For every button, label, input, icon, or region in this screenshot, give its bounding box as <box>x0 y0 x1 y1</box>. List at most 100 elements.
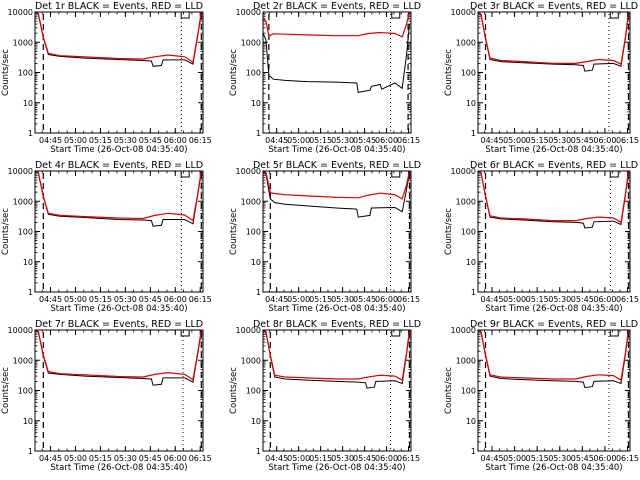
x-tick-label: 05:45 <box>353 454 376 463</box>
plot-frame <box>34 329 204 452</box>
y-tick-label: 100 <box>461 387 476 396</box>
plot-frame <box>477 11 631 134</box>
y-tick-label: 10000 <box>8 326 33 335</box>
y-tick-label: 1000 <box>13 38 33 47</box>
panel-det-3r: Det 3r BLACK = Events, RED = LLD 1 10 100 10… <box>444 1 639 155</box>
panel-det-4r: Det 4r BLACK = Events, RED = LLD 1 10 100 10… <box>1 160 212 314</box>
series-lld <box>262 170 411 200</box>
x-axis-label: Start Time (26-Oct-08 04:35:40) <box>485 463 622 473</box>
x-tick-label: 06:15 <box>189 136 212 145</box>
y-tick-label: 10000 <box>236 326 261 335</box>
y-tick-label: 10 <box>251 99 261 108</box>
y-tick-label: 1 <box>471 288 476 297</box>
y-axis-label: Counts/sec <box>1 49 11 96</box>
flag-box <box>391 329 401 337</box>
y-tick-label: 1000 <box>13 356 33 365</box>
x-tick-label: 05:45 <box>571 454 594 463</box>
y-axis-label: Counts/sec <box>444 208 454 255</box>
panel-title: Det 5r BLACK = Events, RED = LLD <box>253 160 421 171</box>
plot-frame <box>34 11 204 134</box>
x-tick-label: 05:30 <box>114 295 137 304</box>
y-axis-label: Counts/sec <box>229 367 239 414</box>
y-tick-label: 1 <box>256 129 261 138</box>
x-tick-label: 06:15 <box>397 136 420 145</box>
y-tick-label: 1 <box>28 447 33 456</box>
y-tick-label: 100 <box>246 387 261 396</box>
x-tick-label: 06:00 <box>164 136 187 145</box>
x-tick-label: 06:15 <box>397 454 420 463</box>
panel-det-5r: Det 5r BLACK = Events, RED = LLD 1 10 100 10… <box>229 160 421 314</box>
x-axis-label: Start Time (26-Oct-08 04:35:40) <box>485 145 622 155</box>
y-tick-label: 100 <box>246 228 261 237</box>
x-tick-label: 05:00 <box>64 295 87 304</box>
panel-title: Det 9r BLACK = Events, RED = LLD <box>470 319 638 330</box>
y-tick-label: 1000 <box>241 38 261 47</box>
flag-box <box>391 11 401 19</box>
x-tick-label: 05:30 <box>331 295 354 304</box>
plot-frame <box>34 170 204 293</box>
x-tick-label: 05:00 <box>287 454 310 463</box>
x-tick-label: 06:00 <box>164 454 187 463</box>
y-tick-label: 10000 <box>236 167 261 176</box>
x-tick-label: 06:15 <box>189 295 212 304</box>
x-tick-label: 05:45 <box>139 136 162 145</box>
series-events <box>262 170 410 218</box>
y-tick-label: 1 <box>256 288 261 297</box>
x-tick-label: 05:00 <box>287 295 310 304</box>
series-events <box>477 170 629 229</box>
y-tick-label: 10 <box>23 99 33 108</box>
x-tick-label: 06:00 <box>375 454 398 463</box>
x-tick-label: 05:30 <box>114 454 137 463</box>
x-tick-label: 06:00 <box>593 136 616 145</box>
x-tick-label: 06:00 <box>164 295 187 304</box>
x-tick-label: 04:45 <box>265 136 288 145</box>
series-lld <box>477 170 630 224</box>
flag-box <box>180 329 190 337</box>
y-tick-label: 10000 <box>451 8 476 17</box>
y-tick-label: 10 <box>466 99 476 108</box>
x-tick-label: 04:45 <box>481 295 504 304</box>
x-tick-label: 04:45 <box>39 295 62 304</box>
panel-title: Det 6r BLACK = Events, RED = LLD <box>470 160 638 171</box>
x-tick-label: 05:15 <box>526 295 549 304</box>
x-axis-label: Start Time (26-Oct-08 04:35:40) <box>268 304 405 314</box>
plot-frame <box>262 329 412 452</box>
panel-title: Det 3r BLACK = Events, RED = LLD <box>470 1 638 12</box>
series-lld <box>262 329 411 382</box>
x-axis-label: Start Time (26-Oct-08 04:35:40) <box>268 145 405 155</box>
x-tick-label: 06:00 <box>375 136 398 145</box>
plot-frame <box>477 329 631 452</box>
plot-frame <box>477 170 631 293</box>
panel-title: Det 7r BLACK = Events, RED = LLD <box>35 319 203 330</box>
x-tick-label: 05:30 <box>548 454 571 463</box>
plot-frame <box>262 170 412 293</box>
y-tick-label: 1 <box>28 129 33 138</box>
x-tick-label: 05:45 <box>353 136 376 145</box>
panel-title: Det 1r BLACK = Events, RED = LLD <box>35 1 203 12</box>
plot-frame <box>262 11 412 134</box>
flag-box <box>180 170 190 178</box>
series-lld <box>262 11 411 38</box>
x-tick-label: 06:00 <box>375 295 398 304</box>
panel-det-1r: Det 1r BLACK = Events, RED = LLD 1 10 100 10… <box>1 1 212 155</box>
x-tick-label: 06:15 <box>189 454 212 463</box>
panel-det-6r: Det 6r BLACK = Events, RED = LLD 1 10 100 10… <box>444 160 639 314</box>
series-events <box>262 23 410 93</box>
y-tick-label: 100 <box>18 387 33 396</box>
series-lld <box>477 329 630 382</box>
y-axis-label: Counts/sec <box>229 49 239 96</box>
x-tick-label: 05:30 <box>114 136 137 145</box>
x-tick-label: 05:45 <box>139 454 162 463</box>
x-tick-label: 06:15 <box>397 295 420 304</box>
x-tick-label: 05:30 <box>548 295 571 304</box>
y-tick-label: 10000 <box>8 8 33 17</box>
panel-title: Det 4r BLACK = Events, RED = LLD <box>35 160 203 171</box>
y-tick-label: 1000 <box>13 197 33 206</box>
y-axis-label: Counts/sec <box>444 367 454 414</box>
y-axis-label: Counts/sec <box>1 367 11 414</box>
panel-det-7r: Det 7r BLACK = Events, RED = LLD 1 10 100 10… <box>1 319 212 473</box>
flag-box <box>391 170 401 178</box>
x-axis-label: Start Time (26-Oct-08 04:35:40) <box>50 145 187 155</box>
x-tick-label: 05:15 <box>89 454 112 463</box>
